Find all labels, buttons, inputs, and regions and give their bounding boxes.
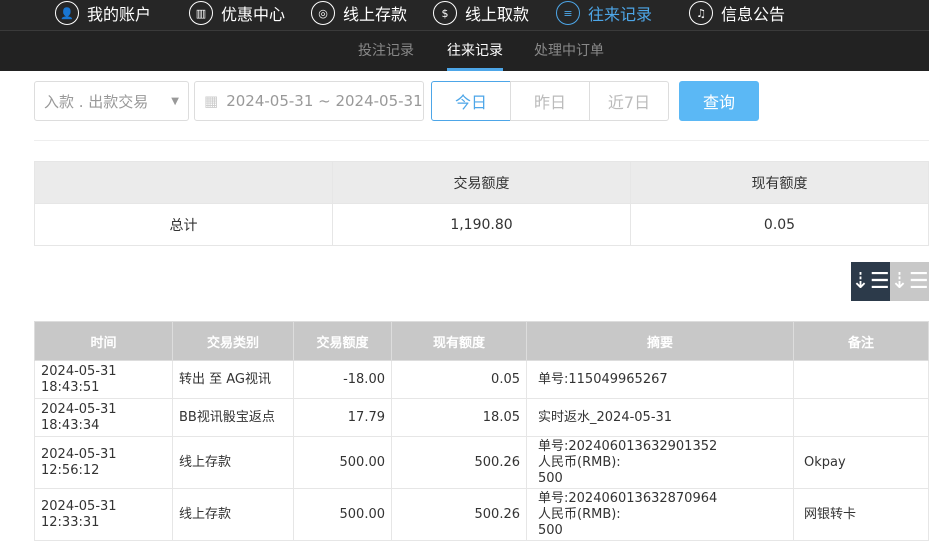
sort-descending-icon[interactable]: ⇣☰ <box>851 262 890 301</box>
balance-cell: 0.05 <box>391 360 527 399</box>
type-cell: 线上存款 <box>172 488 294 541</box>
nav-my-account[interactable]: 👤 我的账户 <box>55 0 151 26</box>
withdraw-icon: $ <box>433 1 457 25</box>
calendar-icon: ▦ <box>204 92 219 110</box>
summary-cell: 单号:115049965267 <box>526 360 794 399</box>
transaction-type-select[interactable]: 入款 . 出款交易 ▼ <box>34 81 189 121</box>
top-nav: 👤 我的账户 ▥ 优惠中心 ◎ 线上存款 $ 线上取款 ≡ 往来记录 ♫ 信息公告 <box>0 0 929 31</box>
user-icon: 👤 <box>55 1 79 25</box>
summary-cell: 单号:202406013632901352 人民币(RMB): 500 <box>526 436 794 489</box>
tab-transaction-records[interactable]: 往来记录 <box>447 31 503 71</box>
summary-label: 总计 <box>34 203 333 246</box>
note-cell: Okpay <box>793 436 929 489</box>
summary-cell: 实时返水_2024-05-31 <box>526 398 794 437</box>
balance-cell: 500.26 <box>391 436 527 489</box>
amount-cell: 500.00 <box>293 436 392 489</box>
note-cell: 网银转卡 <box>793 488 929 541</box>
nav-withdraw[interactable]: $ 线上取款 <box>433 0 529 26</box>
nav-promotions[interactable]: ▥ 优惠中心 <box>189 0 285 26</box>
time-cell: 2024-05-31 12:56:12 <box>34 436 173 489</box>
summary-balance: 0.05 <box>630 203 929 246</box>
date-range-input[interactable]: ▦ 2024-05-31 ~ 2024-05-31 <box>194 81 424 121</box>
type-cell: 线上存款 <box>172 436 294 489</box>
sub-nav: 投注记录 往来记录 处理中订单 <box>0 31 929 71</box>
record-icon: ≡ <box>556 1 580 25</box>
divider <box>34 140 929 141</box>
tab-bet-records[interactable]: 投注记录 <box>358 43 414 59</box>
amount-cell: 500.00 <box>293 488 392 541</box>
summary-amount: 1,190.80 <box>332 203 631 246</box>
nav-records[interactable]: ≡ 往来记录 <box>556 0 652 26</box>
nav-announcements[interactable]: ♫ 信息公告 <box>689 0 785 26</box>
amount-cell: -18.00 <box>293 360 392 399</box>
type-cell: 转出 至 AG视讯 <box>172 360 294 399</box>
table-row: 2024-05-31 18:43:34 BB视讯骰宝返点 17.79 18.05… <box>34 398 929 437</box>
nav-deposit[interactable]: ◎ 线上存款 <box>311 0 407 26</box>
summary-table: 交易额度 现有额度 总计 1,190.80 0.05 <box>34 161 929 246</box>
amount-cell: 17.79 <box>293 398 392 437</box>
balance-cell: 500.26 <box>391 488 527 541</box>
yesterday-button[interactable]: 昨日 <box>510 81 590 121</box>
table-row: 2024-05-31 12:33:31 线上存款 500.00 500.26 单… <box>34 488 929 541</box>
note-cell <box>793 360 929 399</box>
deposit-icon: ◎ <box>311 1 335 25</box>
tab-pending-orders[interactable]: 处理中订单 <box>534 43 604 59</box>
table-row: 2024-05-31 12:56:12 线上存款 500.00 500.26 单… <box>34 436 929 489</box>
summary-cell: 单号:202406013632870964 人民币(RMB): 500 <box>526 488 794 541</box>
time-cell: 2024-05-31 12:33:31 <box>34 488 173 541</box>
last-7-days-button[interactable]: 近7日 <box>589 81 669 121</box>
sort-ascending-icon[interactable]: ⇣☰ <box>890 262 929 301</box>
today-button[interactable]: 今日 <box>431 81 511 121</box>
type-cell: BB视讯骰宝返点 <box>172 398 294 437</box>
note-cell <box>793 398 929 437</box>
bell-icon: ♫ <box>689 1 713 25</box>
balance-cell: 18.05 <box>391 398 527 437</box>
gift-icon: ▥ <box>189 1 213 25</box>
time-cell: 2024-05-31 18:43:34 <box>34 398 173 437</box>
query-button[interactable]: 查询 <box>679 81 759 121</box>
transactions-table: 时间 交易类别 交易额度 现有额度 摘要 备注 2024-05-31 18:43:51 转… <box>34 321 929 541</box>
time-cell: 2024-05-31 18:43:51 <box>34 360 173 399</box>
table-row: 2024-05-31 18:43:51 转出 至 AG视讯 -18.00 0.0… <box>34 360 929 399</box>
chevron-down-icon: ▼ <box>171 95 179 107</box>
